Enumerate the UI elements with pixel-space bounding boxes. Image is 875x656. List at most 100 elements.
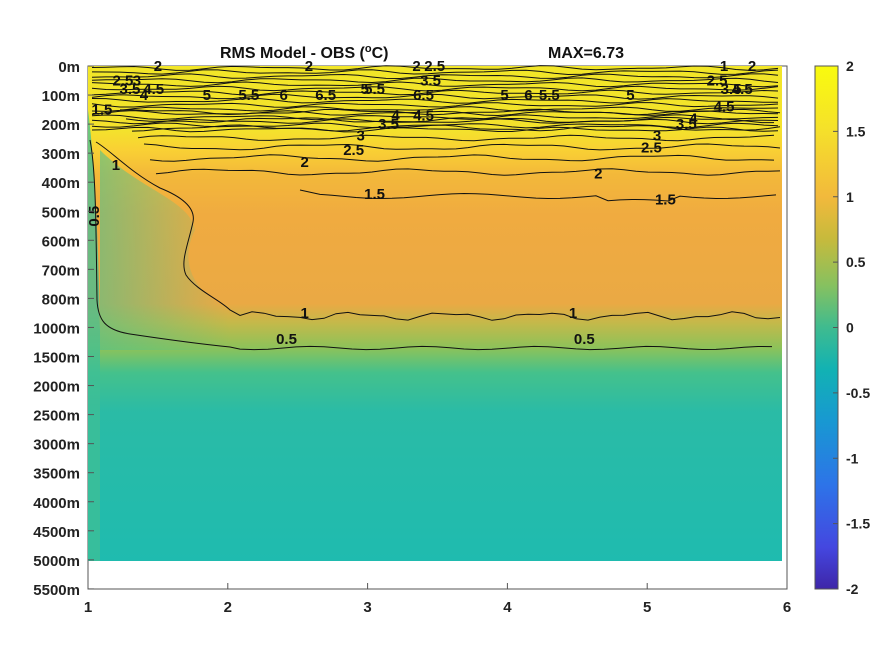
- y-tick-label: 300m: [42, 146, 80, 163]
- contour-label: 1: [112, 157, 120, 174]
- contour-label: 3.5: [420, 73, 441, 90]
- contour-label: 5.5: [364, 81, 385, 98]
- x-tick-label: 4: [503, 599, 512, 616]
- contour-line-surface: [91, 93, 779, 100]
- contour-label: 4: [140, 87, 149, 104]
- contour-label: 2.5: [424, 58, 445, 75]
- contour-line-1: [95, 141, 781, 321]
- contour-label: 1: [720, 58, 728, 75]
- contour-label: 5: [626, 87, 634, 104]
- contour-label: 1: [569, 305, 577, 322]
- contour-label: 2: [154, 58, 162, 75]
- y-tick-label: 800m: [42, 291, 80, 308]
- colorbar-ticks: 2 1.5 1 0.5 0 -0.5 -1 -1.5 -2: [833, 58, 870, 597]
- contour-line-surface: [91, 106, 779, 112]
- contour-label: 3: [133, 73, 141, 90]
- y-tick-label: 5500m: [33, 582, 80, 599]
- contour-label: 3.5: [378, 116, 399, 133]
- contour-label: 0.5: [86, 206, 103, 227]
- contour-line-surface: [91, 73, 779, 80]
- y-tick-label: 100m: [42, 88, 80, 105]
- y-tick-label: 500m: [42, 204, 80, 221]
- colorbar-tick-label: 2: [846, 58, 854, 74]
- contour-label: 4.5: [413, 107, 434, 124]
- colorbar-tick-label: -2: [846, 581, 859, 597]
- contour-label: 3: [356, 128, 364, 145]
- contour-label: 2.5: [113, 73, 134, 90]
- y-tick-label: 400m: [42, 175, 80, 192]
- colorbar-tick-label: 0: [846, 320, 854, 336]
- contour-label: 6.5: [315, 87, 336, 104]
- contour-line-mid: [137, 134, 775, 142]
- contour-line-surface: [91, 81, 779, 88]
- colorbar-tick-label: 1.5: [846, 123, 866, 139]
- contour-label: 2.5: [707, 73, 728, 90]
- contour-line-surface: [91, 110, 779, 117]
- x-axis-ticks: 1 2 3 4 5 6: [84, 583, 791, 616]
- contour-label: 6: [524, 87, 532, 104]
- contour-line-surface: [91, 85, 779, 92]
- contour-label: 3.5: [676, 116, 697, 133]
- contour-label: 1.5: [655, 192, 676, 209]
- contour-label: 5: [361, 81, 369, 98]
- contour-label: 4.5: [714, 99, 735, 116]
- contour-labels: 22.5 33.5 44.51.525 5.5 6 6.5 55.52 2.53.56.54.…: [86, 58, 756, 348]
- contour-line-mid: [143, 143, 781, 151]
- contour-line-surface: [91, 118, 779, 125]
- contour-label: 0.5: [574, 331, 595, 348]
- y-tick-label: 4500m: [33, 524, 80, 541]
- contour-line-surface: [91, 69, 779, 76]
- contour-label: 4: [689, 110, 698, 127]
- y-tick-label: 1500m: [33, 350, 80, 367]
- x-tick-label: 1: [84, 599, 92, 616]
- y-tick-label: 5000m: [33, 553, 80, 570]
- colorbar-tick-label: 1: [846, 189, 854, 205]
- contour-label: 5.5: [539, 87, 560, 104]
- x-tick-label: 6: [783, 599, 791, 616]
- contour-label: 3.5: [120, 81, 141, 98]
- max-label: MAX=6.73: [548, 45, 624, 62]
- colorbar-tick-label: -1.5: [846, 516, 870, 532]
- contour-lines: [89, 65, 781, 351]
- contour-label: 2: [301, 154, 309, 171]
- contour-label: 4: [391, 107, 400, 124]
- contour-line-surface: [91, 102, 779, 108]
- contour-label: 5: [500, 87, 508, 104]
- x-tick-label: 3: [363, 599, 371, 616]
- contour-line-mid: [149, 154, 775, 162]
- contour-label: 2.5: [343, 142, 364, 159]
- contour-label: 3: [653, 128, 661, 145]
- contour-line-surface: [91, 114, 779, 121]
- contour-label: 3.5: [721, 81, 742, 98]
- y-tick-label: 3000m: [33, 437, 80, 454]
- contour-label: 1.5: [364, 186, 385, 203]
- x-tick-label: 5: [643, 599, 651, 616]
- contour-line-surface: [91, 126, 779, 133]
- y-tick-label: 1000m: [33, 320, 80, 337]
- y-tick-label: 700m: [42, 262, 80, 279]
- y-tick-label: 4000m: [33, 495, 80, 512]
- contour-label: 0.5: [276, 331, 297, 348]
- y-tick-label: 200m: [42, 117, 80, 134]
- y-axis-ticks: 0m 100m 200m 300m 400m 500m 600m 700m 800m 1000m 1…: [33, 59, 94, 599]
- contour-label: 1.5: [92, 102, 113, 119]
- y-tick-label: 3500m: [33, 466, 80, 483]
- colorbar-tick-label: -1: [846, 450, 859, 466]
- contour-line-surface: [91, 89, 779, 96]
- y-tick-label: 0m: [58, 59, 80, 76]
- y-tick-label: 2000m: [33, 379, 80, 396]
- y-tick-label: 2500m: [33, 408, 80, 425]
- chart-title: RMS Model - OBS (oC): [220, 43, 389, 62]
- contour-line-surface: [91, 77, 779, 84]
- contour-label: 2: [412, 58, 420, 75]
- colorbar-tick-label: -0.5: [846, 385, 870, 401]
- contour-label: 2.5: [641, 139, 662, 156]
- heatmap-left-transition: [100, 150, 230, 350]
- contour-line-surface: [91, 65, 779, 71]
- contour-line-mid: [131, 124, 781, 132]
- colorbar-tick-label: 0.5: [846, 254, 866, 270]
- contour-label: 2: [748, 58, 756, 75]
- contour-line-mid: [125, 116, 774, 124]
- contour-label: 6.5: [413, 87, 434, 104]
